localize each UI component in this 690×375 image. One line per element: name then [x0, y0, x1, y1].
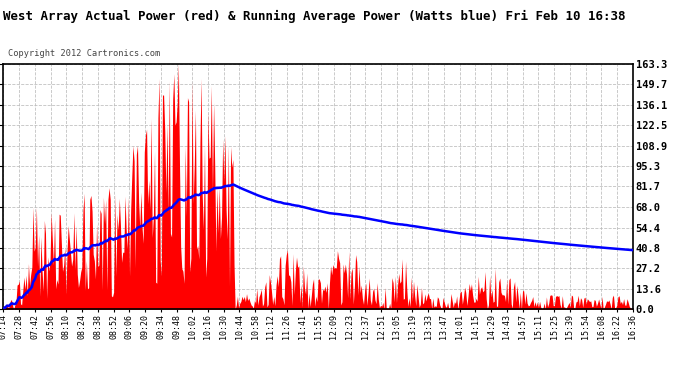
Text: West Array Actual Power (red) & Running Average Power (Watts blue) Fri Feb 10 16: West Array Actual Power (red) & Running …	[3, 10, 626, 23]
Text: Copyright 2012 Cartronics.com: Copyright 2012 Cartronics.com	[8, 50, 161, 58]
